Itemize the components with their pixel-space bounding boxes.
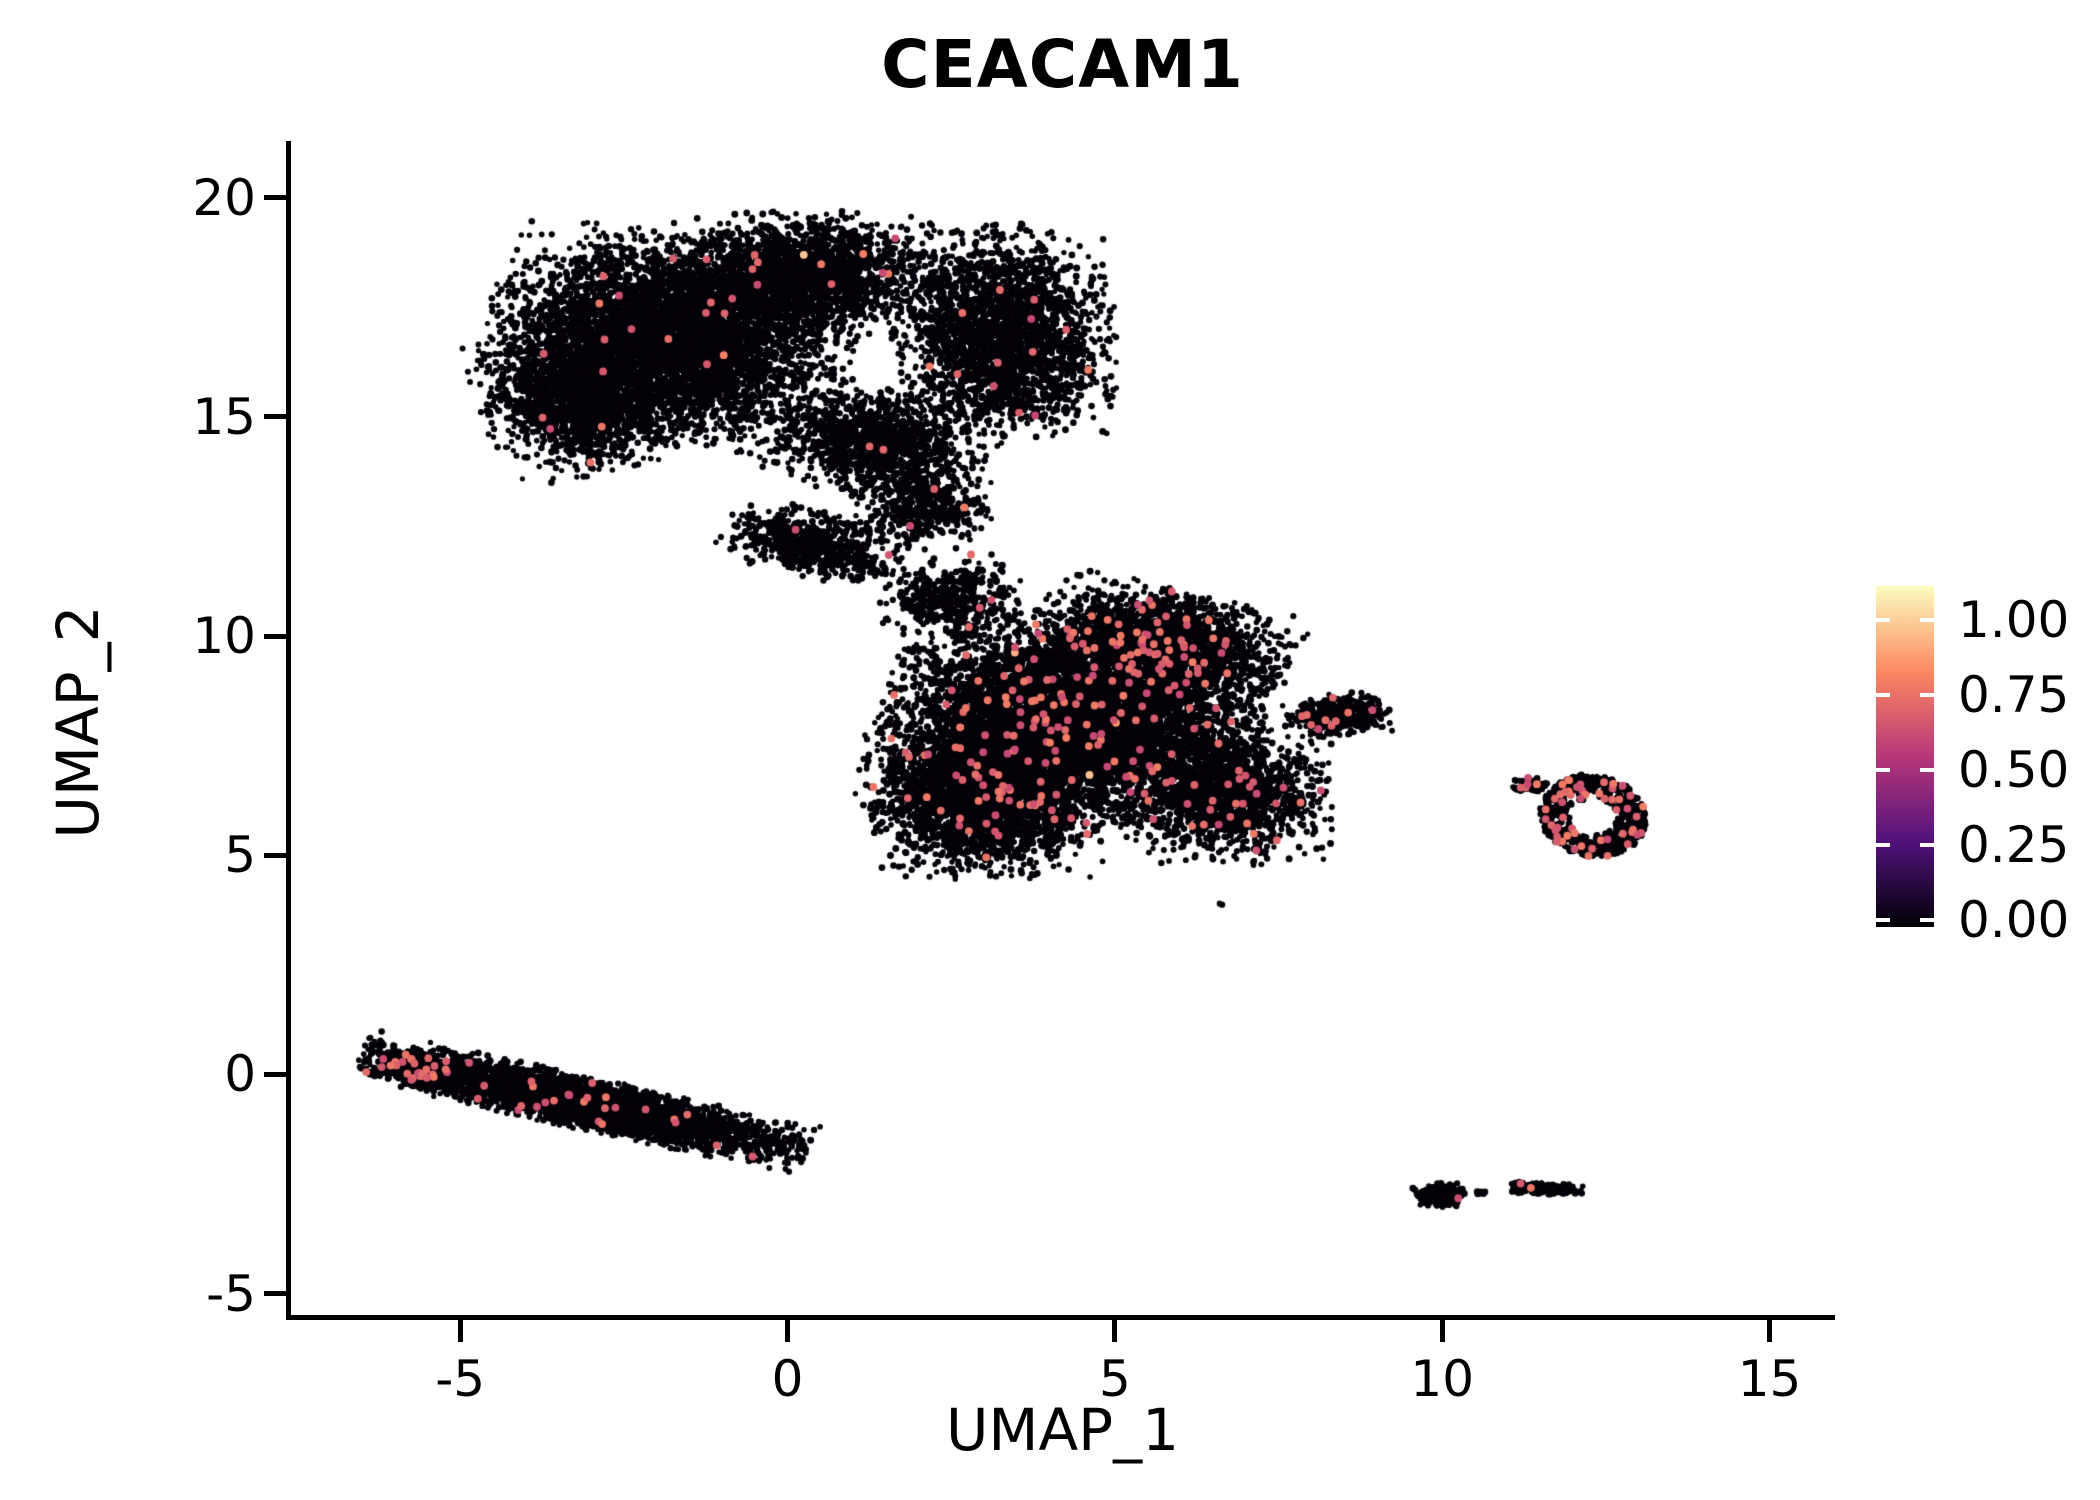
y-tick-mark — [264, 1071, 286, 1077]
x-tick-mark — [1439, 1320, 1445, 1342]
umap-scatter-canvas — [290, 145, 1835, 1320]
plot-title: CEACAM1 — [881, 26, 1244, 103]
x-axis-label: UMAP_1 — [945, 1396, 1180, 1464]
x-tick-label: 15 — [1737, 1350, 1802, 1408]
colorbar-tick — [1920, 768, 1934, 773]
colorbar-tick-label: 0.75 — [1958, 666, 2070, 725]
x-tick-mark — [457, 1320, 463, 1342]
colorbar-tick-label: 1.00 — [1958, 591, 2070, 650]
x-tick-mark — [785, 1320, 791, 1342]
y-tick-label: 5 — [224, 826, 256, 885]
colorbar-tick — [1876, 768, 1890, 773]
colorbar-tick — [1920, 618, 1934, 623]
colorbar-tick — [1876, 918, 1890, 923]
y-tick-label: 15 — [192, 387, 256, 446]
x-tick-mark — [1112, 1320, 1118, 1342]
colorbar-tick-label: 0.50 — [1958, 741, 2070, 800]
y-tick-mark — [264, 195, 286, 201]
x-tick-mark — [1767, 1320, 1773, 1342]
colorbar-tick — [1876, 843, 1890, 848]
y-tick-mark — [264, 414, 286, 420]
y-tick-mark — [264, 852, 286, 858]
x-tick-label: -5 — [435, 1350, 486, 1408]
y-tick-mark — [264, 1291, 286, 1297]
colorbar-tick — [1876, 618, 1890, 623]
x-tick-label: 5 — [1098, 1350, 1131, 1408]
colorbar-tick — [1920, 693, 1934, 698]
y-tick-label: -5 — [206, 1264, 256, 1323]
colorbar-tick — [1920, 918, 1934, 923]
colorbar-tick-label: 0.00 — [1958, 891, 2070, 950]
colorbar-tick — [1920, 843, 1934, 848]
y-tick-label: 20 — [192, 168, 256, 227]
x-tick-label: 10 — [1410, 1350, 1475, 1408]
y-tick-mark — [264, 633, 286, 639]
y-tick-label: 0 — [224, 1045, 256, 1104]
colorbar-tick — [1876, 693, 1890, 698]
x-tick-label: 0 — [771, 1350, 804, 1408]
y-tick-label: 10 — [192, 607, 256, 666]
colorbar-tick-label: 0.25 — [1958, 816, 2070, 875]
colorbar-gradient — [1876, 586, 1934, 927]
